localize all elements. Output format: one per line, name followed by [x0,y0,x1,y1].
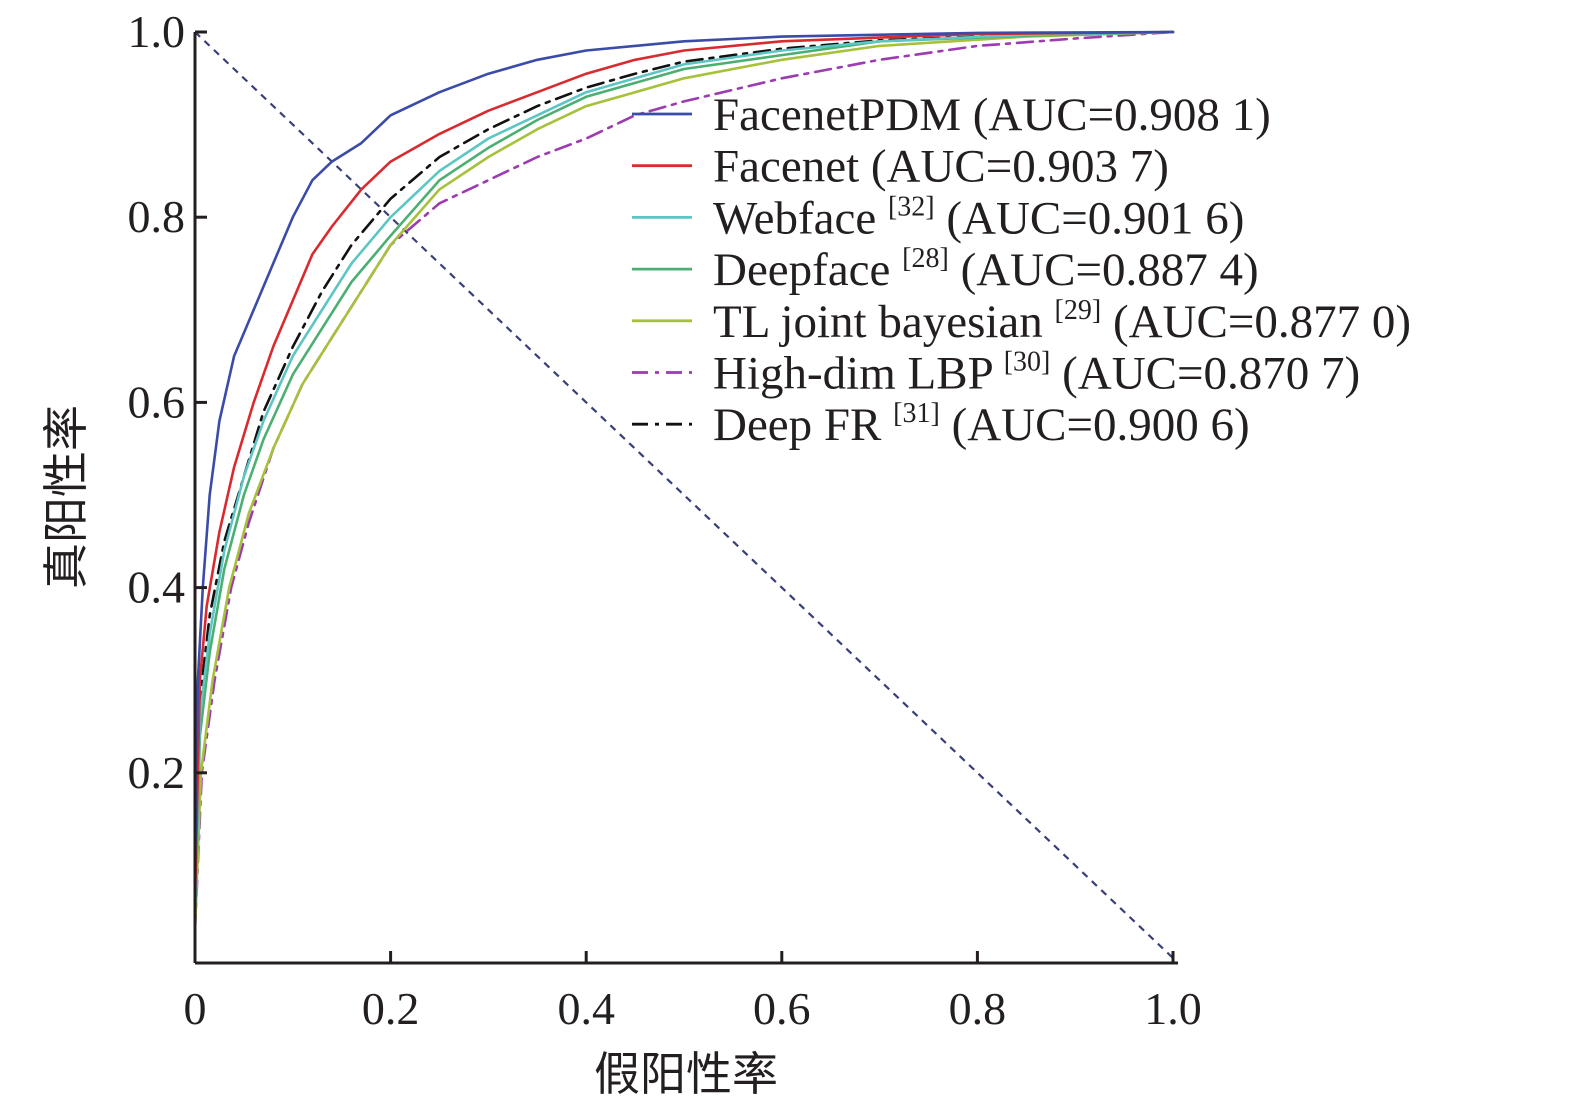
series-line-tl-joint-bayesian [193,30,1175,932]
y-tick-label: 1.0 [128,6,186,57]
legend-entry-high-dim-lbp: High-dim LBP [30] (AUC=0.870 7) [632,347,1360,400]
y-tick-label: 0.6 [128,376,186,427]
legend-label: TL joint bayesian [29] (AUC=0.877 0) [713,295,1411,348]
diagonal-reference-line [194,31,1174,959]
legend-label: Webface [32] (AUC=0.901 6) [713,191,1244,244]
axes [193,32,1178,965]
y-axis-title: 真阳性率 [39,405,93,589]
y-tick-label: 0.8 [128,191,186,242]
x-tick-label: 0 [184,983,207,1034]
legend-label: FacenetPDM (AUC=0.908 1) [713,89,1271,141]
x-axis-title: 假阳性率 [594,1047,778,1101]
legend-label: Deepface [28] (AUC=0.887 4) [713,243,1259,296]
legend: FacenetPDM (AUC=0.908 1)Facenet (AUC=0.9… [632,89,1411,451]
legend-label: High-dim LBP [30] (AUC=0.870 7) [713,347,1360,400]
plot-area [193,30,1175,959]
legend-label: Deep FR [31] (AUC=0.900 6) [713,398,1250,451]
legend-entry-facenet: Facenet (AUC=0.903 7) [632,141,1169,193]
x-tick-label: 0.8 [949,983,1007,1034]
x-tick-label: 0.2 [362,983,420,1034]
series-line-facenet [193,30,1175,904]
axis-ticks: 0 0.2 0.4 0.6 0.8 1.0 0.2 0.4 0.6 0.8 1.0 [128,6,1202,1034]
y-tick-label: 0.2 [128,747,186,798]
x-tick-label: 0.4 [557,983,615,1034]
y-tick-label: 0.4 [128,562,186,613]
series-line-facenetpdm [193,30,1175,886]
series-line-deep-fr [193,30,1175,914]
legend-entry-deep-fr: Deep FR [31] (AUC=0.900 6) [632,398,1250,451]
legend-entry-facenetpdm: FacenetPDM (AUC=0.908 1) [632,89,1271,141]
series-line-high-dim-lbp [193,30,1175,932]
x-tick-label: 1.0 [1144,983,1202,1034]
legend-label: Facenet (AUC=0.903 7) [713,141,1169,193]
legend-entry-tl-joint-bayesian: TL joint bayesian [29] (AUC=0.877 0) [632,295,1411,348]
series-line-deepface [193,30,1175,923]
x-tick-label: 0.6 [753,983,811,1034]
series-line-webface [193,30,1175,914]
legend-entry-deepface: Deepface [28] (AUC=0.887 4) [632,243,1259,296]
legend-entry-webface: Webface [32] (AUC=0.901 6) [632,191,1244,244]
